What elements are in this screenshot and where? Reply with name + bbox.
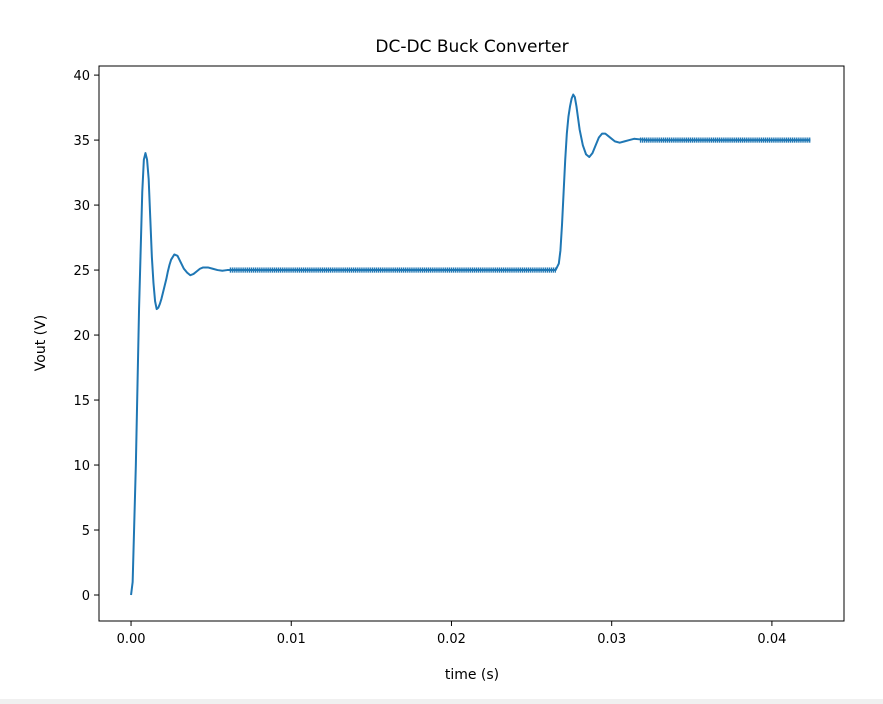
ripple-band xyxy=(229,137,811,273)
x-tick-label: 0.02 xyxy=(437,632,466,647)
y-tick-label: 20 xyxy=(73,329,90,344)
x-tick-label: 0.01 xyxy=(277,632,306,647)
y-tick-label: 35 xyxy=(73,134,90,149)
x-axis: 0.00 0.01 0.02 0.03 0.04 xyxy=(117,621,786,647)
y-tick-label: 40 xyxy=(73,69,90,84)
y-tick-label: 25 xyxy=(73,264,90,279)
x-axis-label: time (s) xyxy=(445,667,499,683)
y-tick-label: 30 xyxy=(73,199,90,214)
y-axis-label: Vout (V) xyxy=(33,315,49,371)
series-line xyxy=(130,93,811,596)
plot-frame xyxy=(98,65,845,622)
chart-title: DC-DC Buck Converter xyxy=(375,37,568,57)
x-tick-label: 0.04 xyxy=(757,632,786,647)
y-tick-label: 15 xyxy=(73,394,90,409)
y-tick-label: 10 xyxy=(73,459,90,474)
y-tick-label: 0 xyxy=(82,589,90,604)
y-tick-label: 5 xyxy=(82,524,90,539)
x-tick-label: 0.00 xyxy=(117,632,146,647)
bottom-strip xyxy=(0,699,883,704)
x-tick-label: 0.03 xyxy=(597,632,626,647)
y-axis: 0 5 10 15 20 25 30 35 40 xyxy=(73,69,99,604)
